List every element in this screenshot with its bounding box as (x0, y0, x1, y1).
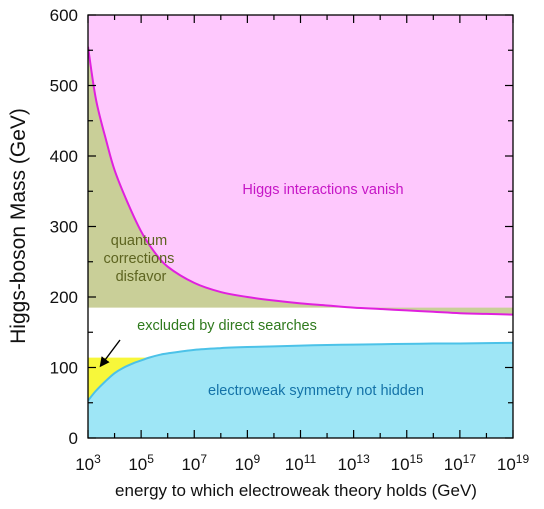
y-tick-label: 0 (69, 429, 78, 448)
y-tick-label: 500 (50, 77, 78, 96)
x-tick-label-exponent: 17 (463, 452, 477, 466)
x-tick-label-base: 10 (337, 455, 356, 474)
x-tick-label-exponent: 9 (253, 452, 260, 466)
x-tick-label-base: 10 (235, 455, 254, 474)
x-tick-label-base: 10 (128, 455, 147, 474)
y-tick-label: 600 (50, 6, 78, 25)
x-tick-label: 1019 (497, 452, 530, 474)
upper-bound-curve (88, 46, 513, 316)
x-tick-label: 1013 (337, 452, 370, 474)
x-tick-label-base: 10 (181, 455, 200, 474)
x-tick-label-base: 10 (75, 455, 94, 474)
x-tick-label-exponent: 7 (200, 452, 207, 466)
x-tick-label: 1015 (391, 452, 424, 474)
higgs-interactions-vanish-region (88, 15, 513, 315)
x-tick-label: 105 (128, 452, 154, 474)
excluded-region-arrow (99, 339, 121, 368)
x-tick-label-base: 10 (444, 455, 463, 474)
y-axis-title: Higgs-boson Mass (GeV) (7, 108, 30, 344)
x-tick-label-exponent: 5 (147, 452, 154, 466)
x-tick-label: 103 (75, 452, 101, 474)
quantum-region-label: quantum corrections disfavor (104, 233, 179, 285)
x-tick-label: 1017 (444, 452, 477, 474)
quantum-label-line-3: disfavor (116, 269, 167, 285)
lower-region-label: electroweak symmetry not hidden (208, 383, 424, 399)
upper-region-label: Higgs interactions vanish (242, 182, 403, 198)
x-tick-label: 109 (235, 452, 261, 474)
x-tick-label-base: 10 (285, 455, 304, 474)
quantum-corrections-region (88, 46, 513, 315)
x-tick-label: 1011 (285, 452, 317, 474)
x-tick-label-exponent: 13 (356, 452, 370, 466)
x-tick-label-base: 10 (391, 455, 410, 474)
x-axis-title: energy to which electroweak theory holds… (115, 481, 477, 500)
x-tick-label-base: 10 (497, 455, 516, 474)
y-tick-label: 100 (50, 359, 78, 378)
x-tick-label: 107 (181, 452, 207, 474)
quantum-label-line-1: quantum (111, 233, 167, 249)
x-axis-ticks: 103 105 107 109 1011 1013 1015 1017 1019 (75, 15, 529, 474)
y-tick-label: 400 (50, 147, 78, 166)
x-tick-label-exponent: 19 (516, 452, 530, 466)
electroweak-symmetry-region (88, 342, 513, 438)
y-axis-ticks: 0 100 200 300 400 500 600 (50, 6, 513, 448)
y-tick-label: 300 (50, 218, 78, 237)
excluded-region-label: excluded by direct searches (137, 318, 317, 334)
quantum-label-line-2: corrections (104, 251, 175, 267)
lower-bound-curve (88, 341, 513, 402)
y-tick-label: 200 (50, 288, 78, 307)
x-tick-label-exponent: 11 (304, 452, 317, 466)
x-tick-label-exponent: 3 (94, 452, 101, 466)
x-tick-label-exponent: 15 (410, 452, 424, 466)
